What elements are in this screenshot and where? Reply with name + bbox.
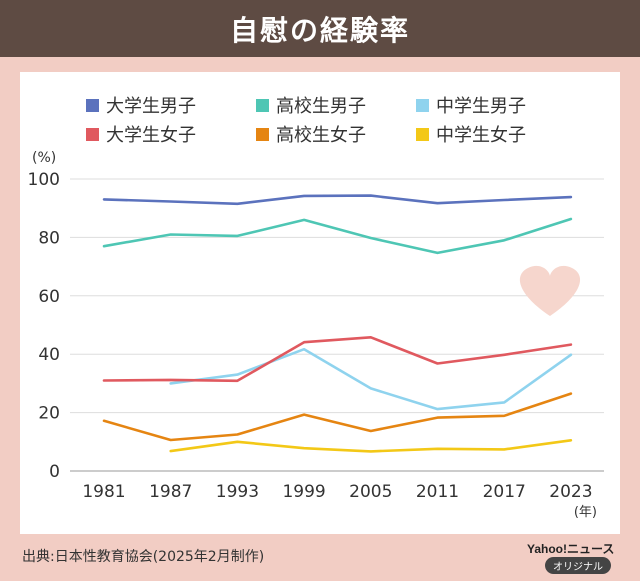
- y-tick-label: 40: [38, 345, 60, 365]
- legend-swatch: [416, 127, 429, 141]
- x-tick-label: 1981: [82, 482, 125, 502]
- x-tick-label: 1987: [149, 482, 192, 502]
- legend-label: 中学生男子: [436, 96, 526, 117]
- legend-swatch: [416, 98, 429, 112]
- legend-swatch: [86, 98, 99, 112]
- legend-label: 高校生男子: [276, 96, 366, 117]
- legend-item: 中学生男子: [416, 92, 526, 118]
- x-tick-label: 2023: [549, 482, 592, 502]
- y-axis-label: (%): [32, 150, 56, 166]
- x-tick-label: 1993: [216, 482, 259, 502]
- legend-item: 大学生女子: [86, 121, 196, 147]
- source-note: 出典:日本性教育協会(2025年2月制作): [22, 549, 265, 565]
- series-line: [102, 392, 573, 442]
- legend-label: 大学生女子: [106, 125, 196, 146]
- legend-label: 中学生女子: [436, 125, 526, 146]
- x-tick-label: 1999: [282, 482, 325, 502]
- y-tick-label: 20: [38, 404, 60, 424]
- series-line: [169, 347, 573, 411]
- legend-swatch: [256, 98, 269, 112]
- legend-item: 高校生女子: [256, 121, 366, 147]
- x-tick-label: 2005: [349, 482, 392, 502]
- legend-label: 高校生女子: [276, 125, 366, 146]
- y-tick-label: 100: [28, 170, 60, 190]
- legend-label: 大学生男子: [106, 96, 196, 117]
- x-axis-label: (年): [574, 505, 597, 520]
- series-line: [102, 336, 573, 383]
- series-line: [169, 439, 573, 453]
- series-line: [102, 217, 573, 255]
- legend-item: 中学生女子: [416, 121, 526, 147]
- x-tick-label: 2011: [416, 482, 459, 502]
- yahoo-news-logo: Yahoo!ニュース: [527, 542, 615, 556]
- title-bar: 自慰の経験率: [0, 0, 640, 57]
- legend-item: 高校生男子: [256, 92, 366, 118]
- series-line: [102, 194, 573, 206]
- original-badge: オリジナル: [545, 557, 611, 574]
- heart-icon: [519, 265, 581, 316]
- y-tick-label: 60: [38, 287, 60, 307]
- legend-swatch: [256, 127, 269, 141]
- chart-panel: [20, 72, 620, 534]
- legend-item: 大学生男子: [86, 92, 196, 118]
- y-tick-label: 80: [38, 228, 60, 248]
- y-tick-label: 0: [49, 462, 60, 482]
- chart-title: 自慰の経験率: [229, 13, 410, 47]
- x-tick-label: 2017: [483, 482, 526, 502]
- legend-swatch: [86, 127, 99, 141]
